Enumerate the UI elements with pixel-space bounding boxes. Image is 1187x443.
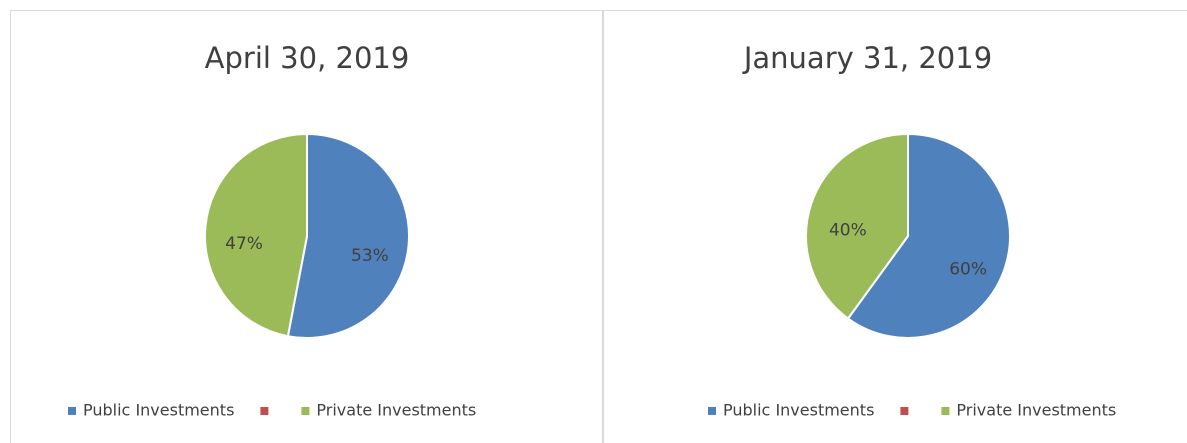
legend-swatch <box>941 407 950 415</box>
chart-title: April 30, 2019 <box>205 41 410 75</box>
legend-label: Public Investments <box>83 401 234 420</box>
legend-swatch <box>708 407 716 415</box>
pie-slice <box>805 132 909 320</box>
legend-swatch <box>260 407 269 415</box>
legend-label: Private Investments <box>316 401 476 420</box>
pie-slice <box>204 132 308 338</box>
legend-swatch <box>900 407 909 415</box>
chart-title: January 31, 2019 <box>742 41 992 75</box>
data-label: 40% <box>829 220 867 240</box>
legend-swatch <box>68 407 76 415</box>
data-label: 60% <box>949 260 987 280</box>
data-label: 53% <box>351 246 389 266</box>
legend-label: Private Investments <box>956 401 1116 420</box>
pie-slice <box>286 132 410 339</box>
data-label: 47% <box>225 234 263 254</box>
pie-slice <box>846 132 1011 339</box>
legend-swatch <box>301 407 310 415</box>
legend-label: Public Investments <box>723 401 874 420</box>
